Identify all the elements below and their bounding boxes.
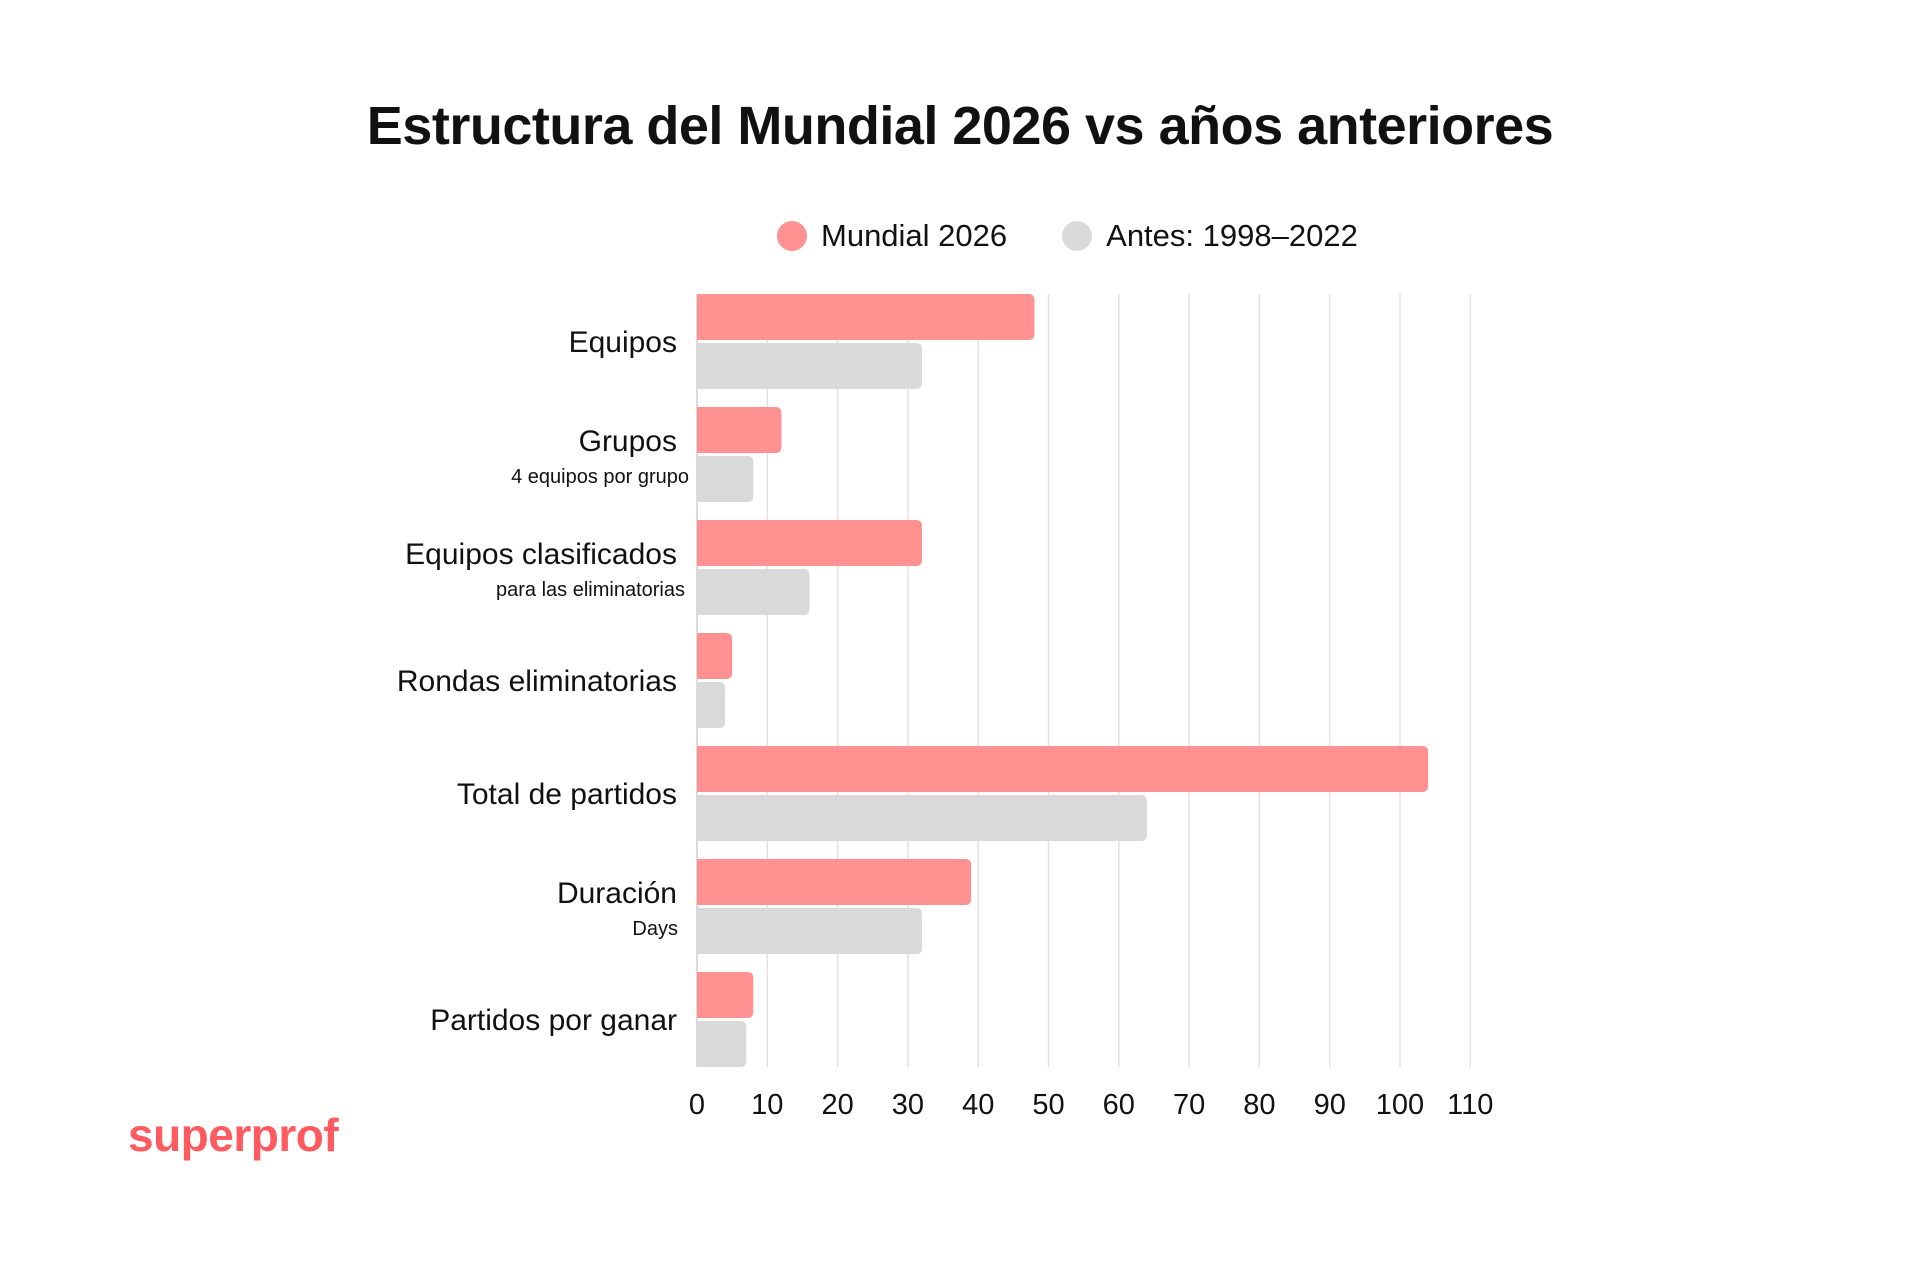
x-tick-label: 70: [1173, 1089, 1205, 1121]
x-tick-label: 50: [1032, 1089, 1064, 1121]
bar-2026: [697, 294, 1035, 340]
chart-title: Estructura del Mundial 2026 vs años ante…: [366, 96, 1554, 156]
x-tick-label: 80: [1243, 1089, 1275, 1121]
bar-before: [697, 569, 810, 615]
legend-dot-icon: [777, 221, 807, 251]
bar-2026: [697, 520, 922, 566]
category-label: Equipos clasificados: [405, 538, 677, 571]
bar-2026: [697, 746, 1429, 792]
bar-before: [697, 682, 726, 728]
legend-dot-icon: [1062, 221, 1093, 251]
superprof-logo: superprof: [128, 1109, 339, 1161]
x-tick-label: 90: [1314, 1089, 1346, 1121]
legend-item-2026: Mundial 2026: [777, 218, 1007, 254]
bar-before: [697, 1021, 747, 1067]
bar-2026: [697, 407, 782, 453]
category-label: Grupos: [579, 425, 677, 458]
bar-before: [697, 795, 1147, 841]
bar-2026: [697, 859, 972, 905]
bar-before: [697, 456, 754, 502]
category-sublabel: 4 equipos por grupo: [511, 466, 689, 488]
category-label: Partidos por ganar: [430, 1004, 677, 1037]
category-sublabel: para las eliminatorias: [496, 579, 685, 601]
category-label: Equipos: [569, 326, 677, 359]
legend-label: Antes: 1998–2022: [1106, 218, 1358, 253]
category-sublabel: Days: [632, 918, 678, 940]
legend: Mundial 2026 Antes: 1998–2022: [777, 218, 1413, 254]
x-tick-label: 100: [1376, 1089, 1424, 1121]
category-label: Rondas eliminatorias: [397, 665, 677, 698]
legend-item-before: Antes: 1998–2022: [1062, 218, 1358, 254]
bar-before: [697, 343, 922, 389]
x-tick-label: 10: [751, 1089, 783, 1121]
category-label: Duración: [557, 877, 677, 910]
category-label: Total de partidos: [457, 778, 677, 811]
x-tick-label: 110: [1447, 1089, 1493, 1121]
bar-2026: [697, 972, 754, 1018]
bar-2026: [697, 633, 733, 679]
legend-label: Mundial 2026: [821, 218, 1008, 253]
x-tick-label: 20: [821, 1089, 853, 1121]
x-tick-label: 30: [892, 1089, 924, 1121]
x-tick-label: 0: [689, 1089, 705, 1121]
bar-before: [697, 908, 922, 954]
x-tick-label: 60: [1103, 1089, 1135, 1121]
x-tick-label: 40: [962, 1089, 994, 1121]
